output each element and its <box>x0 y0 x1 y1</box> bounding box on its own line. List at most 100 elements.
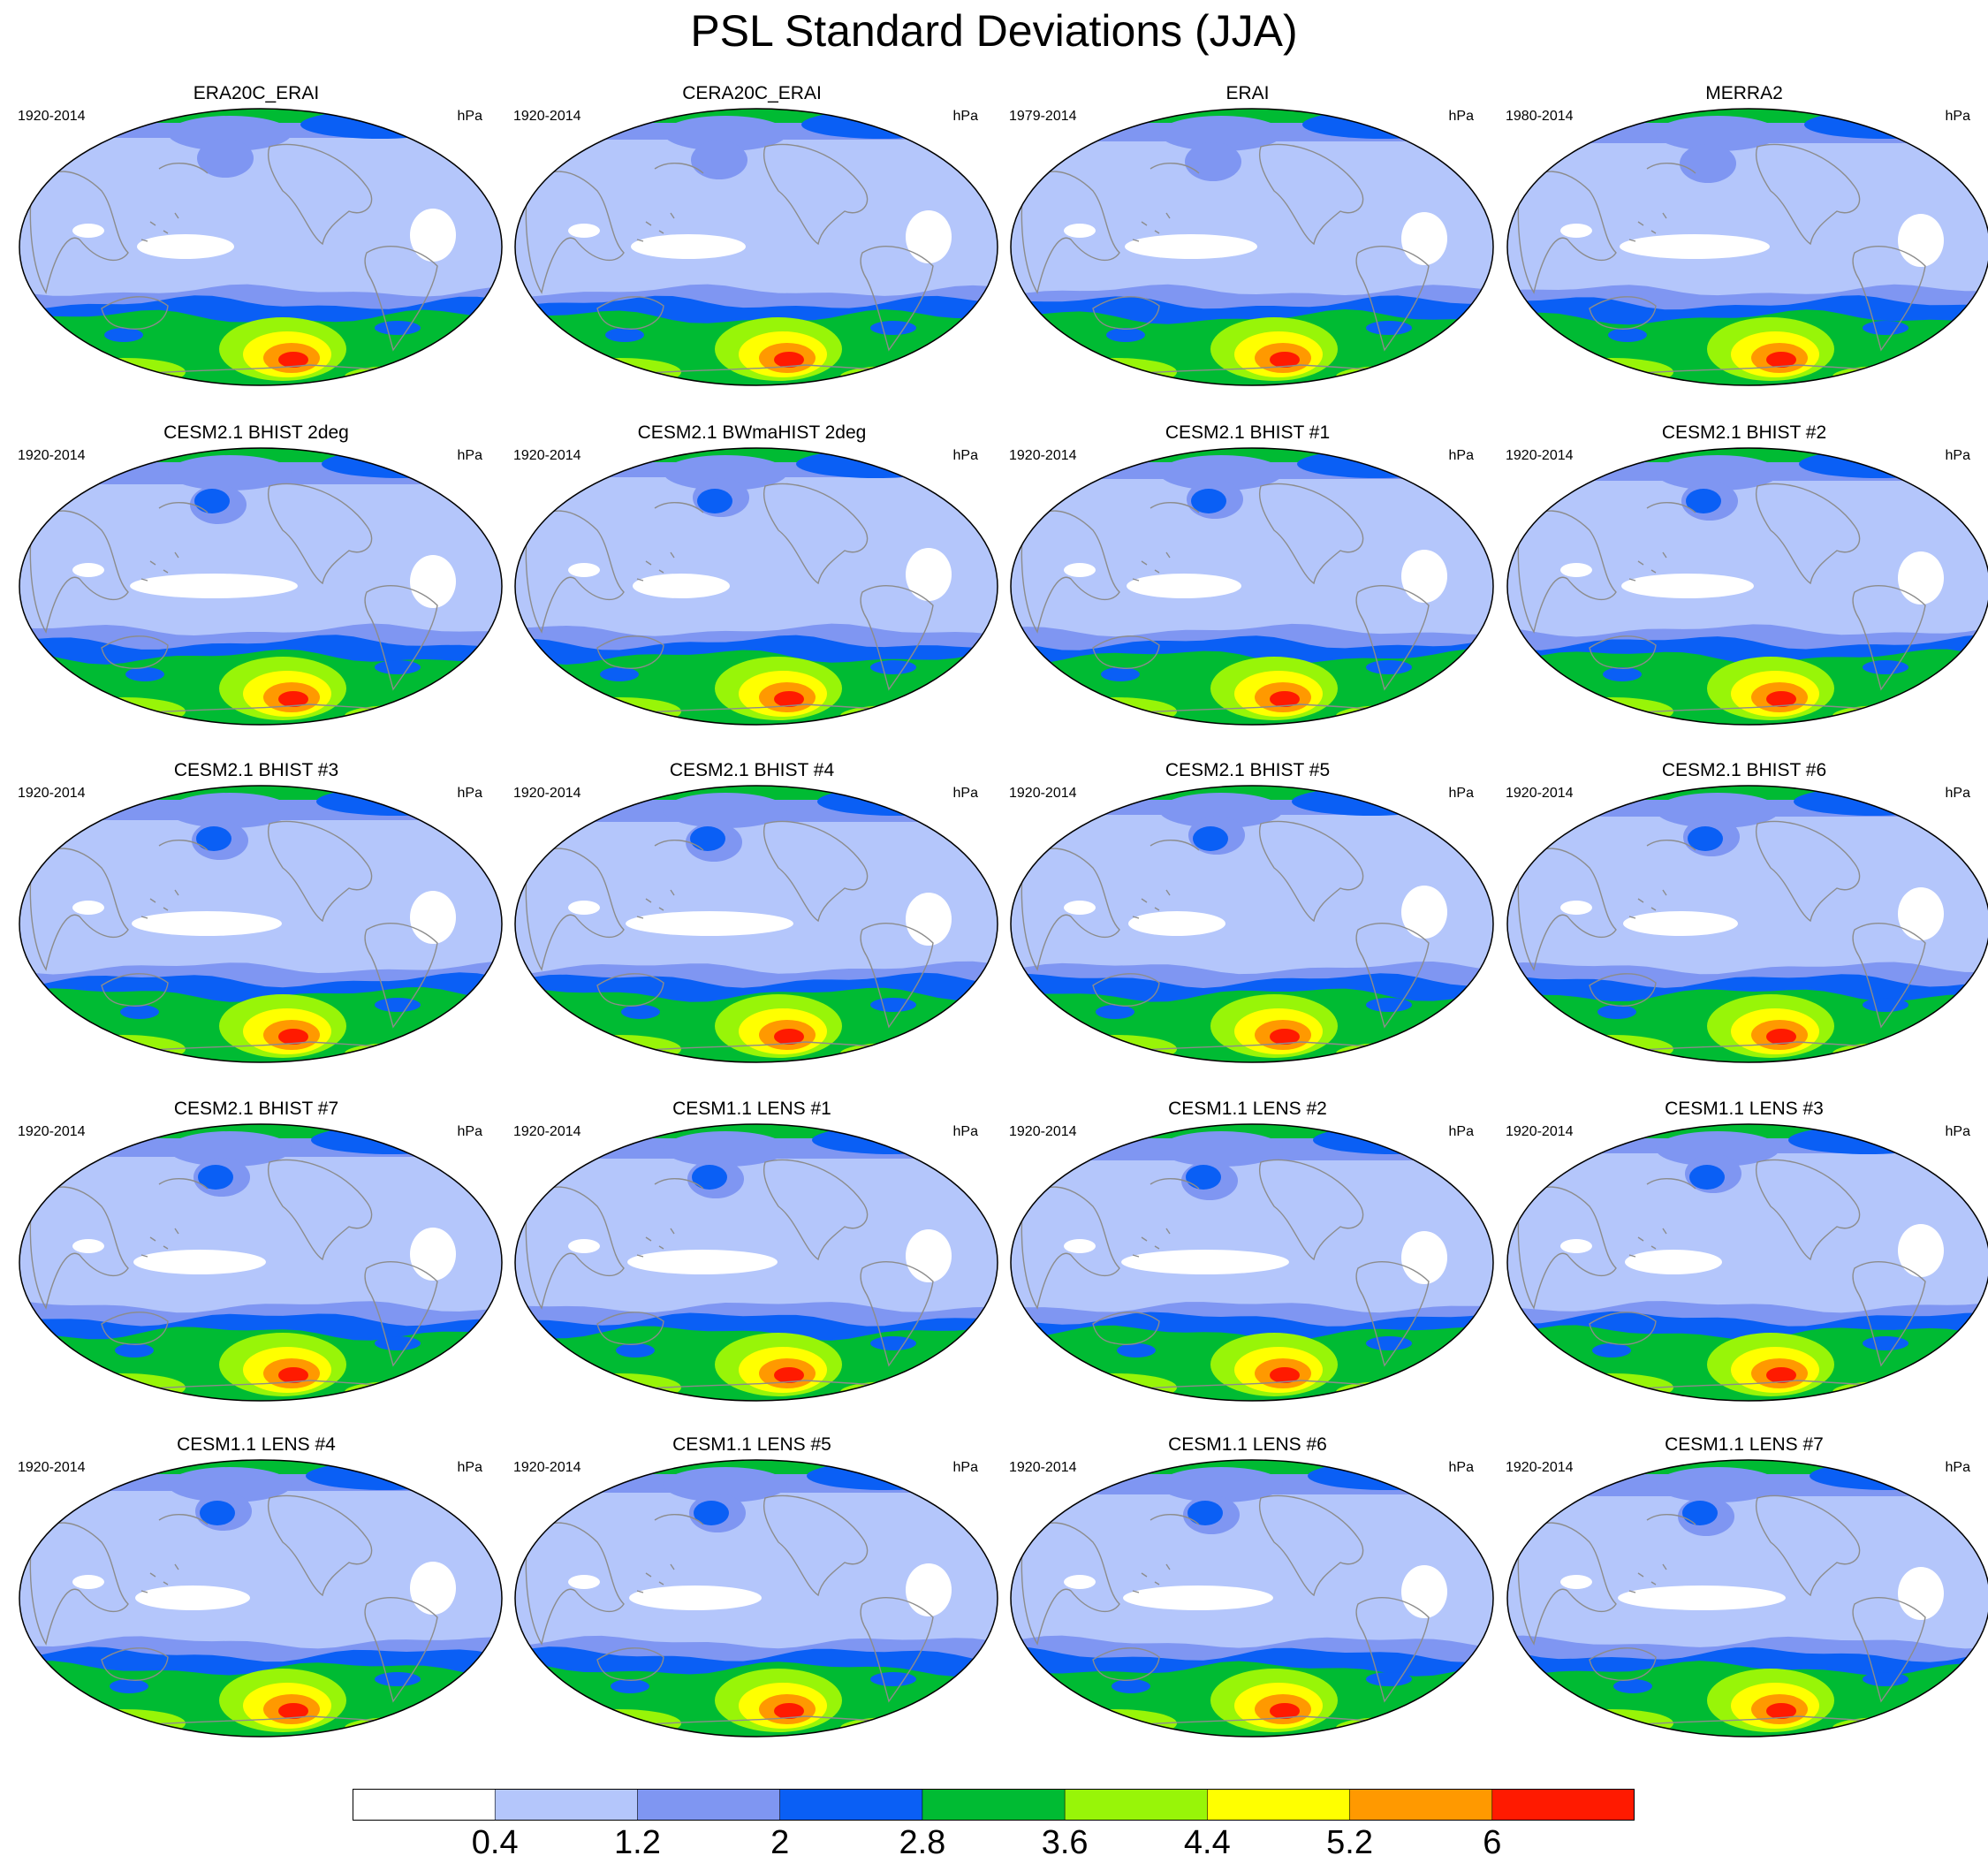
map-panel: CESM2.1 BHIST #2 1920-2014 hPa <box>1497 422 1988 726</box>
colorbar-tick-label: 3.6 <box>1041 1824 1089 1861</box>
panel-title: CESM1.1 LENS #5 <box>672 1434 831 1455</box>
panel-period: 1920-2014 <box>513 109 581 124</box>
panel-unit: hPa <box>1945 1460 1970 1475</box>
colorbar-tick-label: 2 <box>770 1824 790 1861</box>
panel-title: CESM2.1 BHIST #6 <box>1661 760 1827 780</box>
panel-period: 1920-2014 <box>513 786 581 801</box>
panel-period: 1920-2014 <box>1506 1124 1574 1139</box>
panel-unit: hPa <box>1945 786 1970 801</box>
map-plot <box>1506 785 1988 1063</box>
panel-unit: hPa <box>457 109 482 124</box>
panel-title: CESM2.1 BHIST #7 <box>173 1099 339 1119</box>
map-panel: ERAI 1979-2014 hPa <box>1000 83 1495 387</box>
panel-period: 1920-2014 <box>18 1124 86 1139</box>
map-plot <box>1010 108 1494 386</box>
panel-unit: hPa <box>1945 109 1970 124</box>
colorbar-swatch <box>353 1789 496 1821</box>
map-panel: CESM2.1 BHIST #7 1920-2014 hPa <box>9 1099 504 1403</box>
figure-title: PSL Standard Deviations (JJA) <box>690 6 1298 56</box>
panel-unit: hPa <box>1448 1124 1474 1139</box>
map-plot <box>19 1459 503 1738</box>
map-plot <box>514 785 998 1063</box>
panel-unit: hPa <box>457 448 482 463</box>
map-panel: ERA20C_ERAI 1920-2014 hPa <box>9 83 504 387</box>
colorbar <box>353 1789 1635 1821</box>
map-plot <box>514 447 998 726</box>
map-plot <box>1010 785 1494 1063</box>
panel-unit: hPa <box>457 1124 482 1139</box>
panel-period: 1920-2014 <box>18 109 86 124</box>
panel-period: 1920-2014 <box>1506 786 1574 801</box>
colorbar-swatch <box>1065 1789 1208 1821</box>
map-panel: CESM1.1 LENS #1 1920-2014 hPa <box>505 1099 999 1403</box>
map-plot <box>19 1123 503 1402</box>
colorbar-tick-label: 0.4 <box>471 1824 519 1861</box>
map-panel: CESM2.1 BHIST #4 1920-2014 hPa <box>505 760 999 1064</box>
panel-unit: hPa <box>1448 109 1474 124</box>
map-panel: CESM1.1 LENS #4 1920-2014 hPa <box>9 1434 504 1738</box>
map-panel: CERA20C_ERAI 1920-2014 hPa <box>505 83 999 387</box>
panel-title: CESM2.1 BHIST #1 <box>1165 422 1331 443</box>
map-panel: CESM2.1 BHIST #3 1920-2014 hPa <box>9 760 504 1064</box>
colorbar-swatch <box>637 1789 781 1821</box>
panel-period: 1920-2014 <box>1506 1460 1574 1475</box>
panel-title: CESM2.1 BWmaHIST 2deg <box>637 422 867 443</box>
map-plot <box>1010 1123 1494 1402</box>
panel-period: 1920-2014 <box>1009 1460 1077 1475</box>
panel-title: CESM1.1 LENS #6 <box>1168 1434 1327 1455</box>
panel-unit: hPa <box>952 1460 978 1475</box>
panel-unit: hPa <box>1448 786 1474 801</box>
panel-title: MERRA2 <box>1705 83 1783 103</box>
map-plot <box>19 785 503 1063</box>
panel-unit: hPa <box>1448 448 1474 463</box>
panel-unit: hPa <box>1448 1460 1474 1475</box>
panel-period: 1920-2014 <box>1009 1124 1077 1139</box>
map-panel: CESM1.1 LENS #2 1920-2014 hPa <box>1000 1099 1495 1403</box>
panel-unit: hPa <box>457 786 482 801</box>
panel-title: CERA20C_ERAI <box>682 83 822 103</box>
panel-title: CESM2.1 BHIST #2 <box>1661 422 1827 443</box>
panel-period: 1980-2014 <box>1506 109 1574 124</box>
panel-period: 1920-2014 <box>1009 448 1077 463</box>
map-panel: CESM1.1 LENS #6 1920-2014 hPa <box>1000 1434 1495 1738</box>
panel-unit: hPa <box>1945 1124 1970 1139</box>
panel-unit: hPa <box>952 786 978 801</box>
colorbar-swatch <box>1207 1789 1351 1821</box>
panel-title: ERA20C_ERAI <box>193 83 320 103</box>
map-panel: CESM2.1 BHIST #1 1920-2014 hPa <box>1000 422 1495 726</box>
panel-unit: hPa <box>952 1124 978 1139</box>
colorbar-tick-label: 5.2 <box>1326 1824 1373 1861</box>
panel-period: 1920-2014 <box>1009 786 1077 801</box>
map-panel: CESM1.1 LENS #3 1920-2014 hPa <box>1497 1099 1988 1403</box>
panel-title: CESM1.1 LENS #3 <box>1665 1099 1824 1119</box>
panel-period: 1920-2014 <box>1506 448 1574 463</box>
panel-title: CESM1.1 LENS #4 <box>177 1434 336 1455</box>
colorbar-swatch <box>922 1789 1066 1821</box>
map-panel: MERRA2 1980-2014 hPa <box>1497 83 1988 387</box>
panel-period: 1920-2014 <box>18 448 86 463</box>
map-plot <box>1506 447 1988 726</box>
map-panel: CESM1.1 LENS #5 1920-2014 hPa <box>505 1434 999 1738</box>
map-panel: CESM2.1 BHIST #6 1920-2014 hPa <box>1497 760 1988 1064</box>
colorbar-tick-label: 2.8 <box>899 1824 946 1861</box>
panel-period: 1920-2014 <box>18 1460 86 1475</box>
map-panel: CESM2.1 BHIST 2deg 1920-2014 hPa <box>9 422 504 726</box>
map-plot <box>514 1123 998 1402</box>
panel-period: 1979-2014 <box>1009 109 1077 124</box>
panel-title: CESM2.1 BHIST 2deg <box>163 422 349 443</box>
panel-period: 1920-2014 <box>513 1124 581 1139</box>
colorbar-swatch <box>779 1789 923 1821</box>
map-plot <box>19 447 503 726</box>
colorbar-swatch <box>495 1789 638 1821</box>
panel-title: CESM1.1 LENS #2 <box>1168 1099 1327 1119</box>
colorbar-tick-label: 1.2 <box>614 1824 661 1861</box>
panel-title: CESM1.1 LENS #7 <box>1665 1434 1824 1455</box>
panel-unit: hPa <box>457 1460 482 1475</box>
colorbar-swatch <box>1491 1789 1635 1821</box>
panel-unit: hPa <box>1945 448 1970 463</box>
map-plot <box>1506 108 1988 386</box>
colorbar-swatch <box>1349 1789 1493 1821</box>
colorbar-tick-label: 4.4 <box>1183 1824 1231 1861</box>
map-plot <box>514 108 998 386</box>
colorbar-tick-label: 6 <box>1483 1824 1502 1861</box>
